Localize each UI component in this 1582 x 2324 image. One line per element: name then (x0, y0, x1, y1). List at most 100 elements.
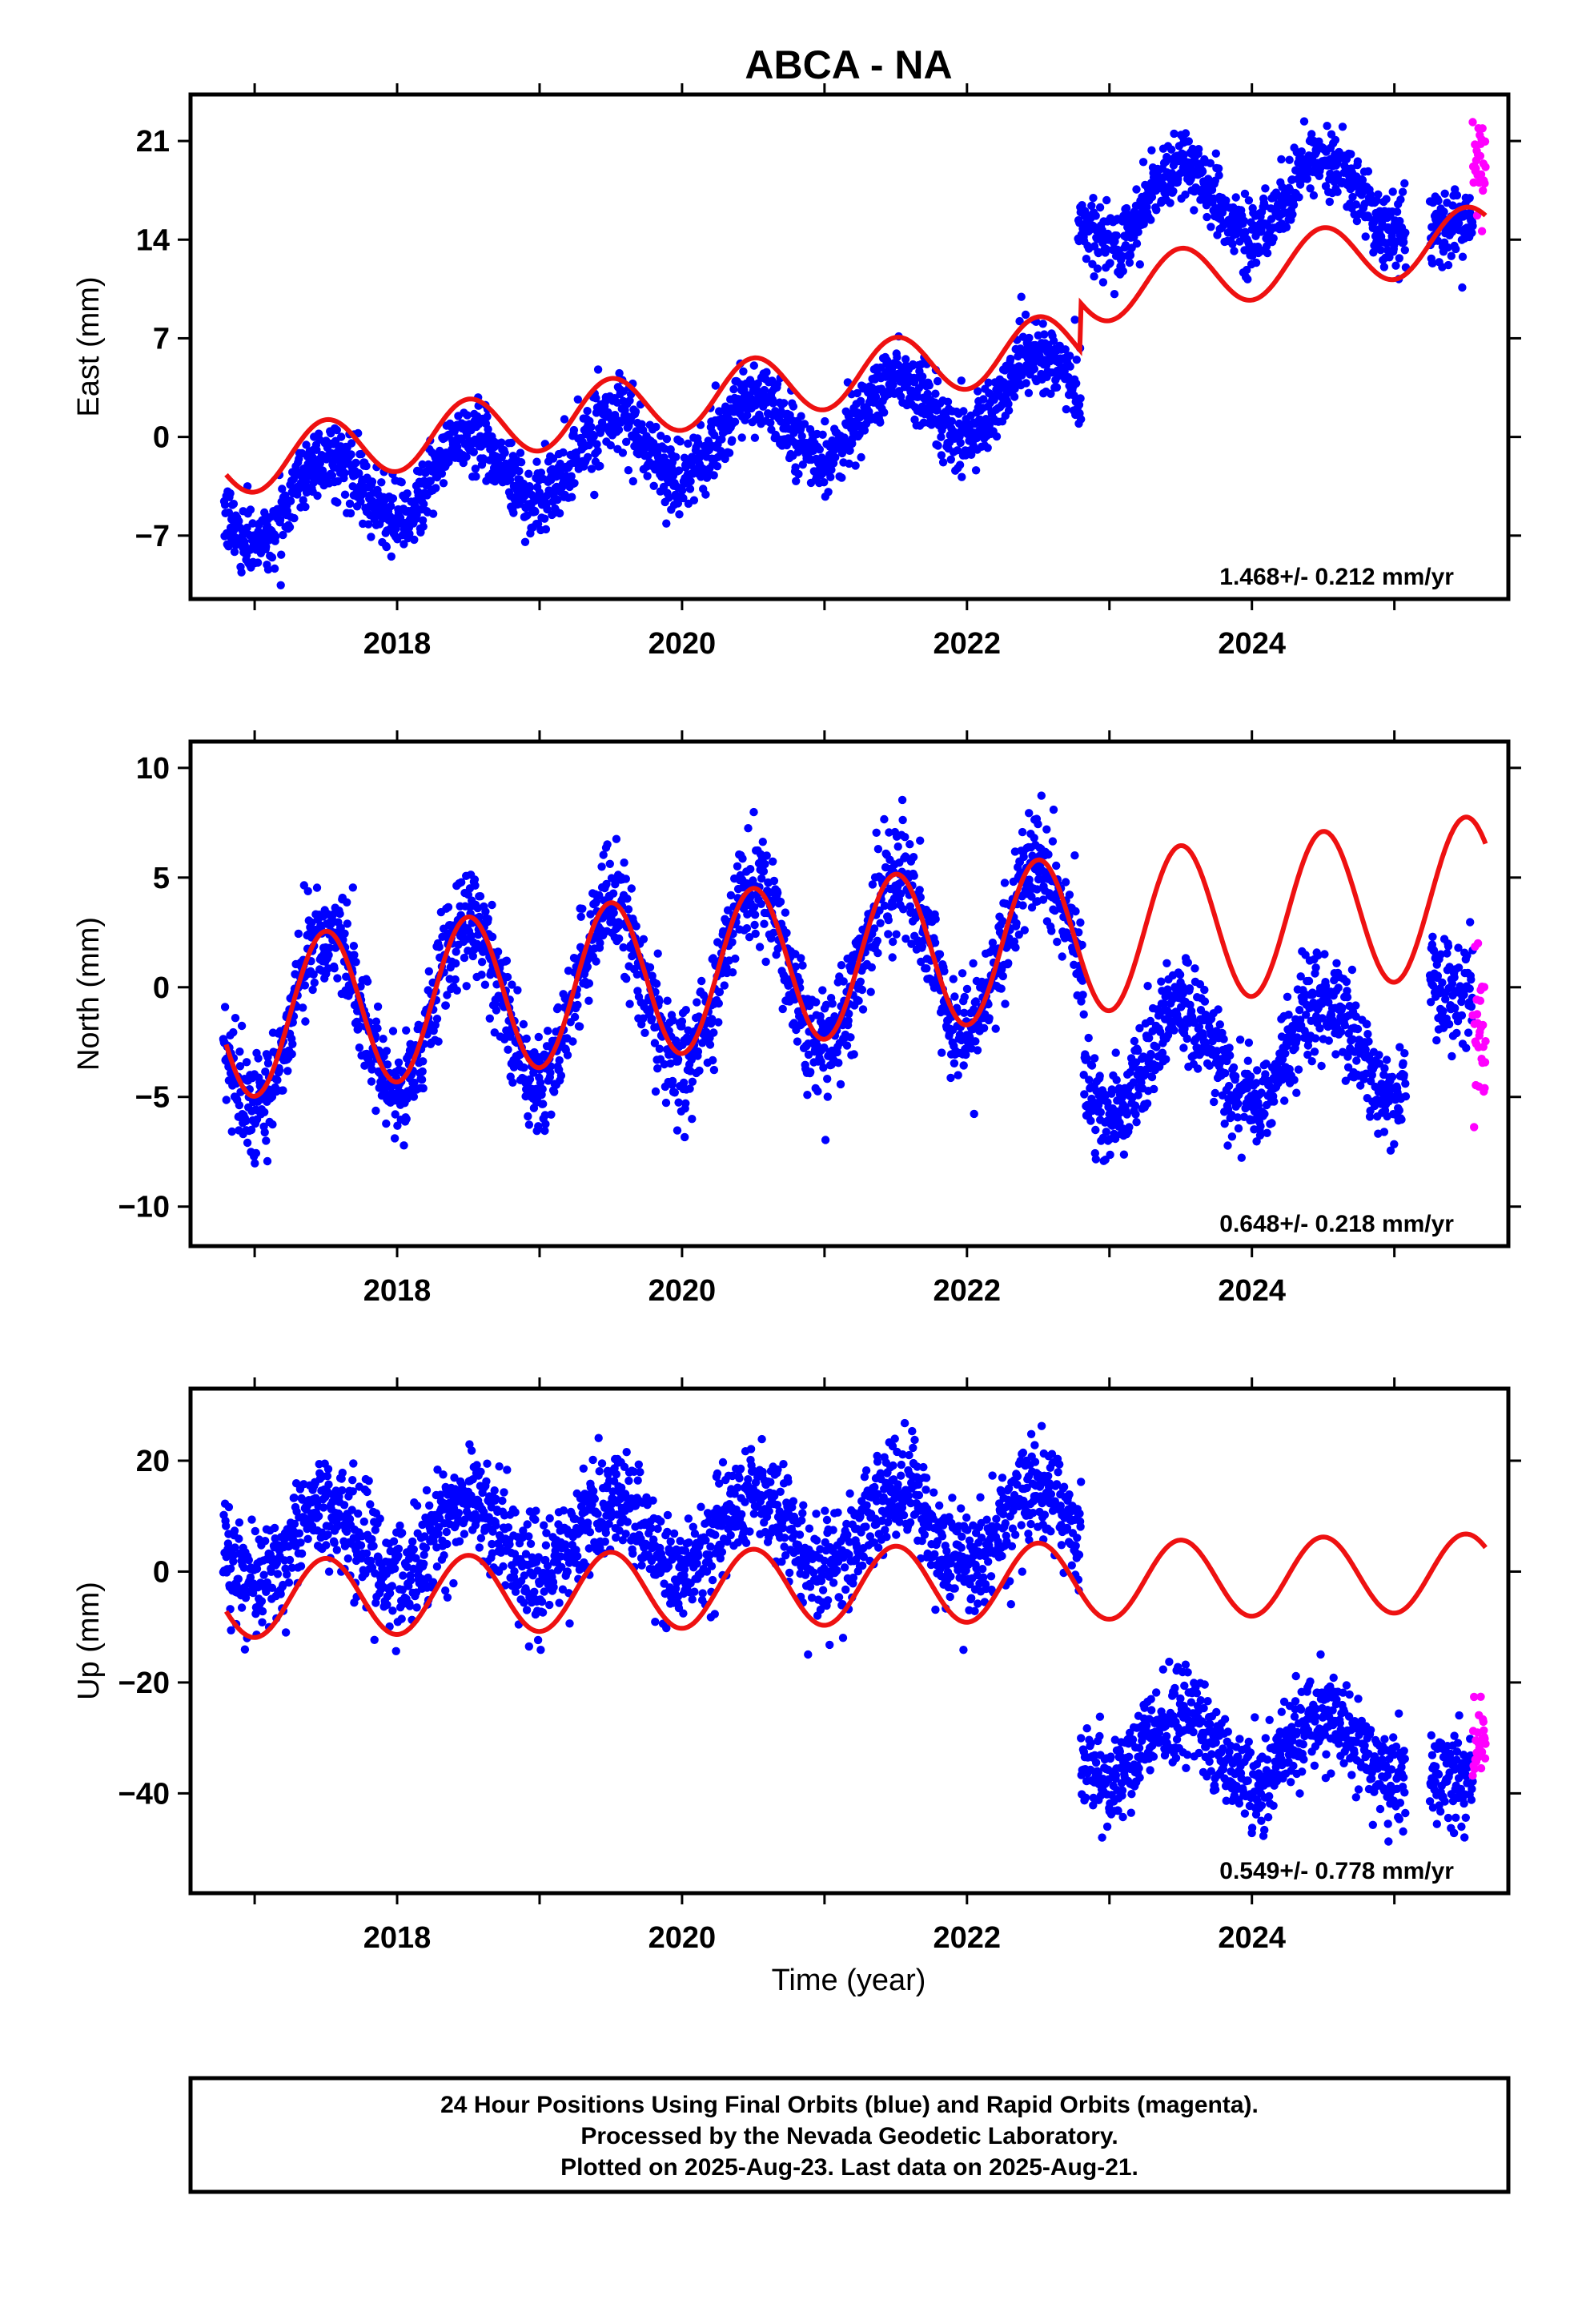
north-blue-point (1162, 1055, 1170, 1063)
north-blue-point (367, 1077, 376, 1086)
north-blue-point (1107, 1085, 1117, 1094)
north-blue-point (539, 1100, 548, 1108)
east-blue-point (426, 476, 435, 485)
east-blue-point (743, 411, 752, 420)
east-blue-point (1106, 259, 1114, 267)
north-blue-point (400, 1141, 408, 1150)
north-blue-point (761, 957, 770, 967)
east-blue-point (851, 461, 860, 470)
east-blue-point (1364, 213, 1373, 222)
north-blue-point (715, 987, 725, 997)
north-blue-point (778, 1004, 787, 1014)
north-blue-point (673, 1055, 683, 1064)
east-blue-point (531, 507, 540, 517)
east-blue-point (925, 381, 934, 390)
east-blue-point (971, 466, 981, 475)
north-blue-point (660, 1059, 669, 1069)
north-blue-point (1076, 918, 1085, 927)
north-blue-point (1049, 805, 1058, 814)
north-blue-point (940, 967, 949, 976)
north-blue-point (773, 888, 782, 898)
north-blue-point (229, 1027, 238, 1037)
east-blue-point (901, 355, 910, 364)
east-blue-point (1399, 238, 1408, 247)
north-blue-point (769, 857, 777, 866)
east-blue-point (876, 418, 885, 427)
north-blue-point (653, 1064, 662, 1073)
north-blue-point (343, 898, 351, 907)
east-magenta-point (1468, 118, 1477, 127)
north-blue-point (402, 1115, 411, 1124)
east-blue-point (1132, 185, 1141, 194)
east-blue-point (826, 472, 835, 481)
east-magenta-point (1476, 151, 1485, 160)
east-blue-point (624, 466, 633, 475)
east-blue-point (728, 436, 737, 444)
east-blue-point (1010, 392, 1019, 401)
north-blue-point (1011, 943, 1020, 952)
east-blue-point (1307, 130, 1316, 139)
east-blue-point (1066, 362, 1074, 371)
east-blue-point (845, 459, 853, 468)
north-blue-point (603, 840, 612, 849)
east-blue-point (946, 455, 956, 464)
north-blue-point (962, 1050, 970, 1059)
east-blue-point (1395, 254, 1404, 263)
north-blue-point (695, 1066, 704, 1076)
east-blue-point (606, 440, 615, 450)
east-blue-point (285, 523, 295, 532)
north-blue-point (540, 1111, 550, 1120)
north-blue-point (623, 895, 632, 903)
north-blue-point (798, 961, 807, 970)
north-blue-point (390, 1134, 400, 1143)
north-blue-point (1091, 1155, 1101, 1164)
east-blue-point (1333, 187, 1342, 196)
east-blue-point (628, 476, 637, 486)
east-blue-point (313, 491, 322, 501)
east-blue-point (1095, 203, 1105, 212)
north-blue-point (513, 986, 522, 995)
north-blue-point (758, 838, 767, 846)
north-blue-point (340, 929, 349, 939)
east-blue-point (277, 550, 286, 559)
east-blue-point (1228, 239, 1237, 248)
east-blue-point (1203, 175, 1213, 183)
north-blue-point (294, 929, 303, 939)
north-blue-point (1180, 1024, 1189, 1034)
east-blue-point (1072, 356, 1082, 364)
north-blue-point (888, 953, 897, 962)
east-y-tick-label: 21 (136, 125, 170, 159)
east-magenta-point (1479, 186, 1488, 195)
north-blue-point (414, 1020, 423, 1030)
north-blue-point (1183, 958, 1193, 967)
north-blue-point (504, 1045, 512, 1054)
north-blue-point (1078, 940, 1086, 950)
north-blue-point (1135, 1023, 1144, 1033)
north-blue-point (573, 1000, 582, 1010)
north-blue-point (235, 1047, 244, 1056)
east-blue-point (507, 438, 516, 448)
east-blue-point (1331, 135, 1340, 144)
east-blue-point (1169, 187, 1178, 195)
north-blue-point (493, 947, 503, 956)
north-blue-point (262, 1136, 271, 1145)
east-blue-point (301, 502, 310, 512)
east-blue-point (1147, 146, 1156, 155)
north-blue-point (782, 928, 791, 938)
north-blue-point (328, 910, 338, 919)
north-blue-point (1094, 1100, 1103, 1110)
east-blue-point (237, 568, 246, 577)
east-blue-point (410, 535, 419, 545)
north-blue-point (1014, 930, 1024, 939)
east-blue-point (1468, 222, 1477, 231)
north-blue-point (759, 866, 769, 876)
north-blue-point (553, 1003, 563, 1012)
north-blue-point (310, 978, 319, 987)
east-blue-point (590, 490, 599, 500)
north-blue-point (441, 1001, 450, 1010)
east-blue-point (618, 448, 628, 457)
east-blue-point (1022, 379, 1030, 388)
north-blue-point (615, 934, 624, 943)
east-x-tick-label: 2018 (363, 627, 432, 661)
east-blue-point (1379, 263, 1389, 271)
